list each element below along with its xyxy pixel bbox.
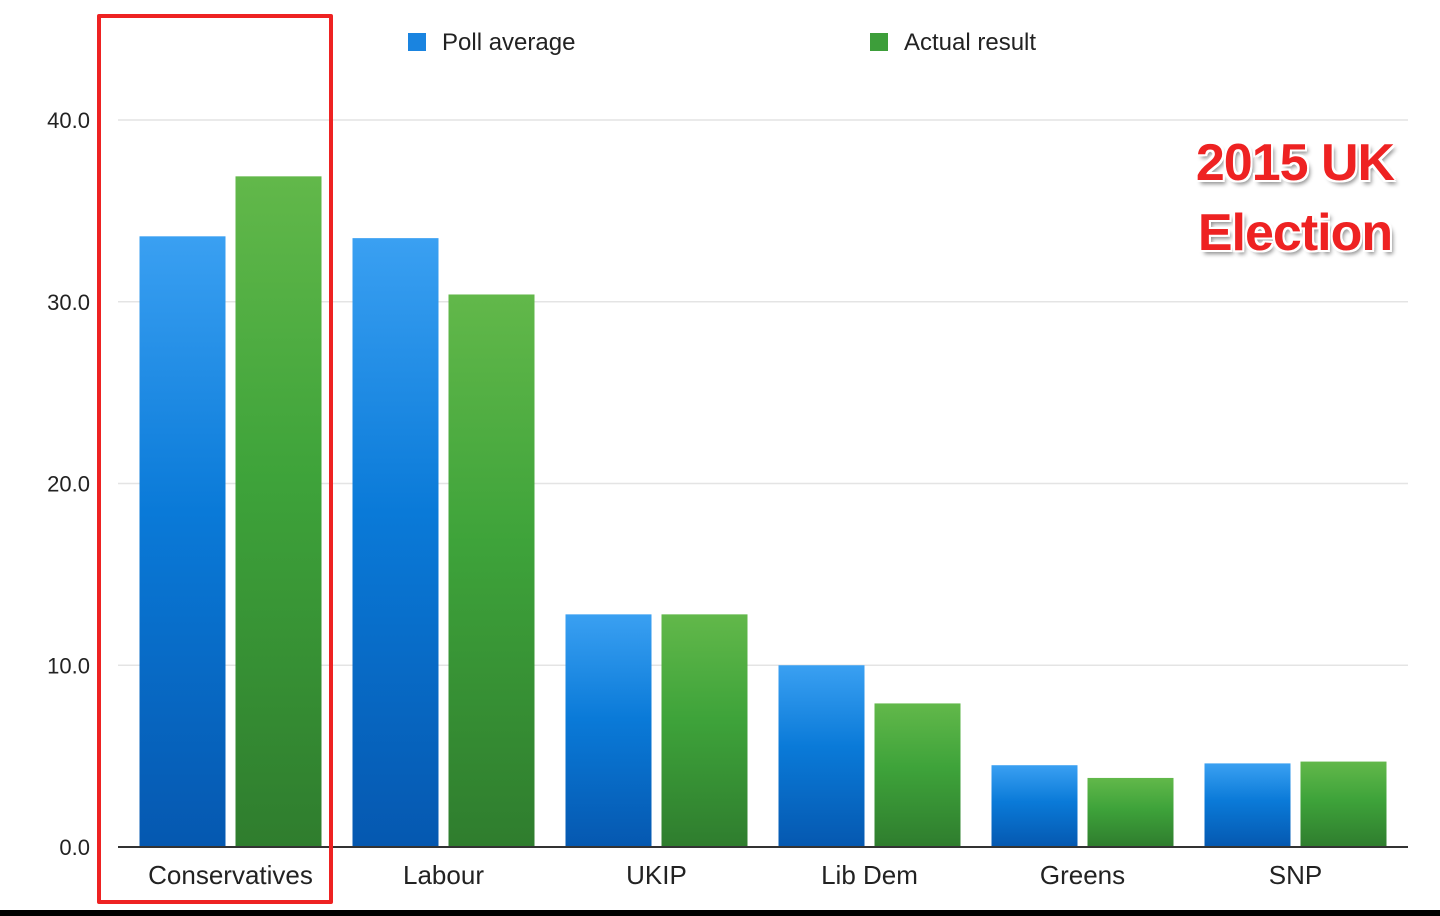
bar-actual-result-conservatives xyxy=(235,176,322,847)
bars xyxy=(139,176,1387,848)
bar-poll-average-snp xyxy=(1204,763,1291,847)
y-tick-label: 0.0 xyxy=(59,835,90,860)
y-tick-label: 40.0 xyxy=(47,108,90,133)
bar-actual-result-ukip xyxy=(661,614,748,847)
conservatives-highlight-box xyxy=(97,14,333,904)
bar-actual-result-greens xyxy=(1087,777,1174,847)
legend-swatch-actual-result xyxy=(870,33,888,51)
bar-poll-average-greens xyxy=(991,765,1078,847)
x-tick-label: Greens xyxy=(1040,860,1125,890)
x-tick-label: UKIP xyxy=(626,860,687,890)
x-tick-label: Labour xyxy=(403,860,484,890)
x-tick-label: Lib Dem xyxy=(821,860,918,890)
annotation-line-1: 2015 UK xyxy=(1195,134,1395,192)
bar-poll-average-conservatives xyxy=(139,236,226,847)
y-tick-label: 10.0 xyxy=(47,653,90,678)
x-axis-labels: Conservatives Labour UKIP Lib Dem Greens SNP xyxy=(148,860,1322,890)
bar-actual-result-lib-dem xyxy=(874,703,961,847)
x-tick-label: Conservatives xyxy=(148,860,313,890)
y-tick-label: 20.0 xyxy=(47,472,90,497)
y-tick-label: 30.0 xyxy=(47,290,90,315)
bar-actual-result-snp xyxy=(1300,761,1387,847)
bar-poll-average-labour xyxy=(352,238,439,847)
bar-poll-average-ukip xyxy=(565,614,652,847)
chart-annotation: 2015 UK Election xyxy=(1180,128,1410,268)
bar-actual-result-labour xyxy=(448,294,535,848)
y-axis-ticks: 0.0 10.0 20.0 30.0 40.0 xyxy=(47,108,90,860)
x-tick-label: SNP xyxy=(1269,860,1322,890)
bottom-border xyxy=(0,910,1440,916)
legend-swatch-poll-average xyxy=(408,33,426,51)
legend-label-actual-result: Actual result xyxy=(904,29,1036,56)
annotation-line-2: Election xyxy=(1197,204,1393,262)
bar-poll-average-lib-dem xyxy=(778,665,865,847)
legend: Poll average Actual result xyxy=(408,29,1036,56)
grid-lines xyxy=(118,119,1408,666)
legend-label-poll-average: Poll average xyxy=(442,29,575,56)
